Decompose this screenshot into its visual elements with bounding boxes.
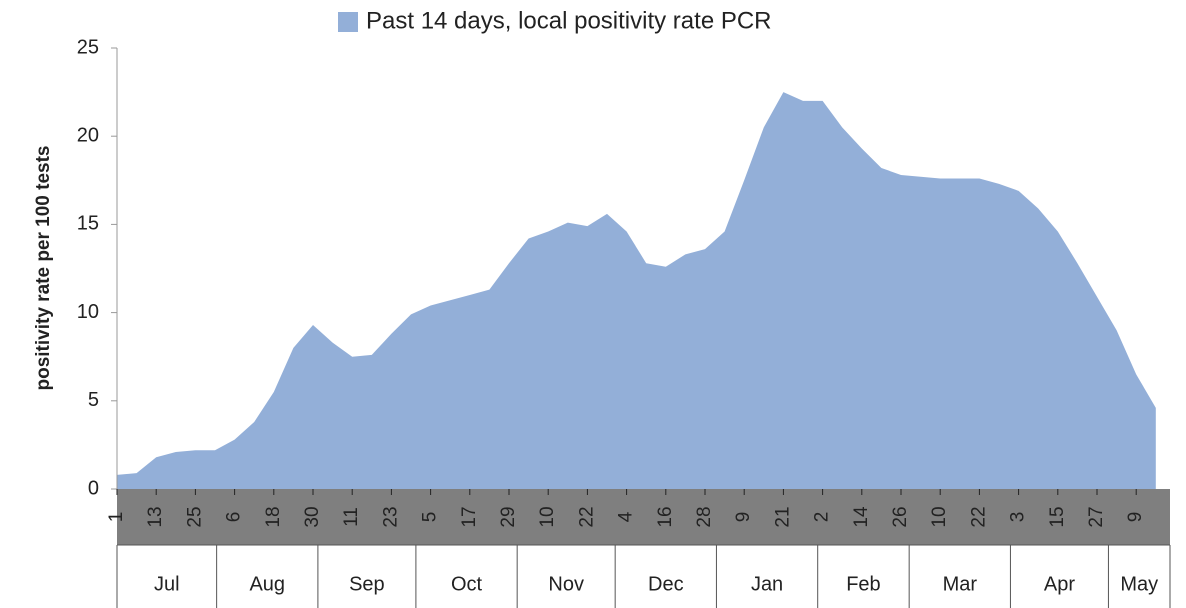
x-tick-label: 28: [694, 506, 715, 527]
month-label: Aug: [249, 573, 285, 595]
x-tick-label: 16: [655, 506, 676, 527]
month-label: Jan: [751, 573, 783, 595]
month-label: Apr: [1044, 573, 1075, 595]
month-label: Oct: [451, 573, 483, 595]
x-tick-label: 4: [616, 511, 637, 522]
month-label: Feb: [846, 573, 880, 595]
month-label: Mar: [943, 573, 978, 595]
month-label: May: [1120, 573, 1158, 595]
y-tick-label: 5: [88, 389, 99, 411]
x-tick-label: 17: [459, 506, 480, 527]
x-tick-label: 30: [302, 506, 323, 527]
x-tick-label: 25: [184, 506, 205, 527]
x-tick-label: 14: [851, 506, 872, 528]
x-tick-label: 21: [772, 506, 793, 527]
x-day-band: [117, 489, 1170, 545]
area: [117, 92, 1156, 489]
x-tick-label: 6: [224, 512, 245, 523]
month-label: Nov: [548, 573, 584, 595]
x-tick-label: 22: [968, 506, 989, 527]
x-tick-label: 27: [1086, 506, 1107, 527]
x-tick-label: 26: [890, 506, 911, 527]
x-tick-label: 2: [812, 512, 833, 523]
x-tick-label: 10: [537, 506, 558, 527]
x-tick-label: 1: [106, 512, 127, 523]
y-tick-label: 20: [77, 124, 99, 146]
y-tick-label: 0: [88, 477, 99, 499]
legend-swatch: [338, 12, 358, 32]
x-tick-label: 9: [1125, 512, 1146, 523]
x-tick-label: 13: [145, 506, 166, 527]
x-tick-label: 23: [380, 506, 401, 527]
x-tick-label: 11: [341, 507, 362, 527]
x-tick-label: 5: [420, 512, 441, 523]
x-tick-label: 9: [733, 512, 754, 523]
x-tick-label: 15: [1047, 506, 1068, 527]
x-tick-label: 3: [1008, 512, 1029, 523]
y-tick-label: 25: [77, 36, 99, 58]
y-tick-label: 10: [77, 301, 99, 323]
y-axis-title: positivity rate per 100 tests: [33, 146, 54, 391]
x-tick-label: 10: [929, 506, 950, 527]
x-tick-label: 18: [263, 506, 284, 527]
x-tick-label: 22: [576, 506, 597, 527]
month-label: Sep: [349, 573, 385, 595]
x-tick-label: 29: [498, 506, 519, 527]
legend-label: Past 14 days, local positivity rate PCR: [366, 7, 772, 34]
month-label: Jul: [154, 573, 180, 595]
month-label: Dec: [648, 573, 684, 595]
y-tick-label: 15: [77, 213, 99, 235]
